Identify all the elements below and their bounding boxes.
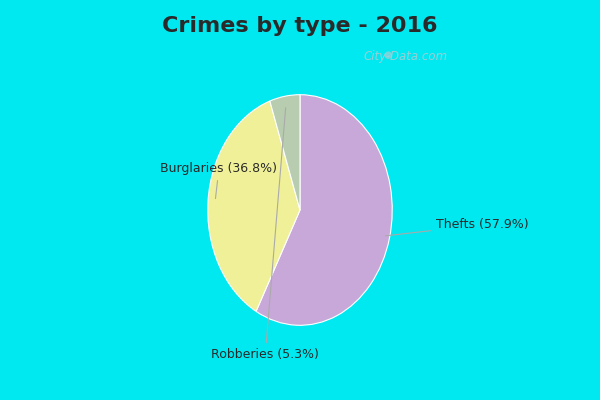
Text: Burglaries (36.8%): Burglaries (36.8%) <box>160 162 277 198</box>
Wedge shape <box>208 101 300 311</box>
Wedge shape <box>270 95 300 210</box>
Text: ●: ● <box>384 50 392 60</box>
Text: Crimes by type - 2016: Crimes by type - 2016 <box>162 16 438 36</box>
Text: Robberies (5.3%): Robberies (5.3%) <box>211 108 319 361</box>
Text: City-Data.com: City-Data.com <box>364 50 448 63</box>
Text: Thefts (57.9%): Thefts (57.9%) <box>385 218 529 236</box>
Wedge shape <box>256 95 392 325</box>
